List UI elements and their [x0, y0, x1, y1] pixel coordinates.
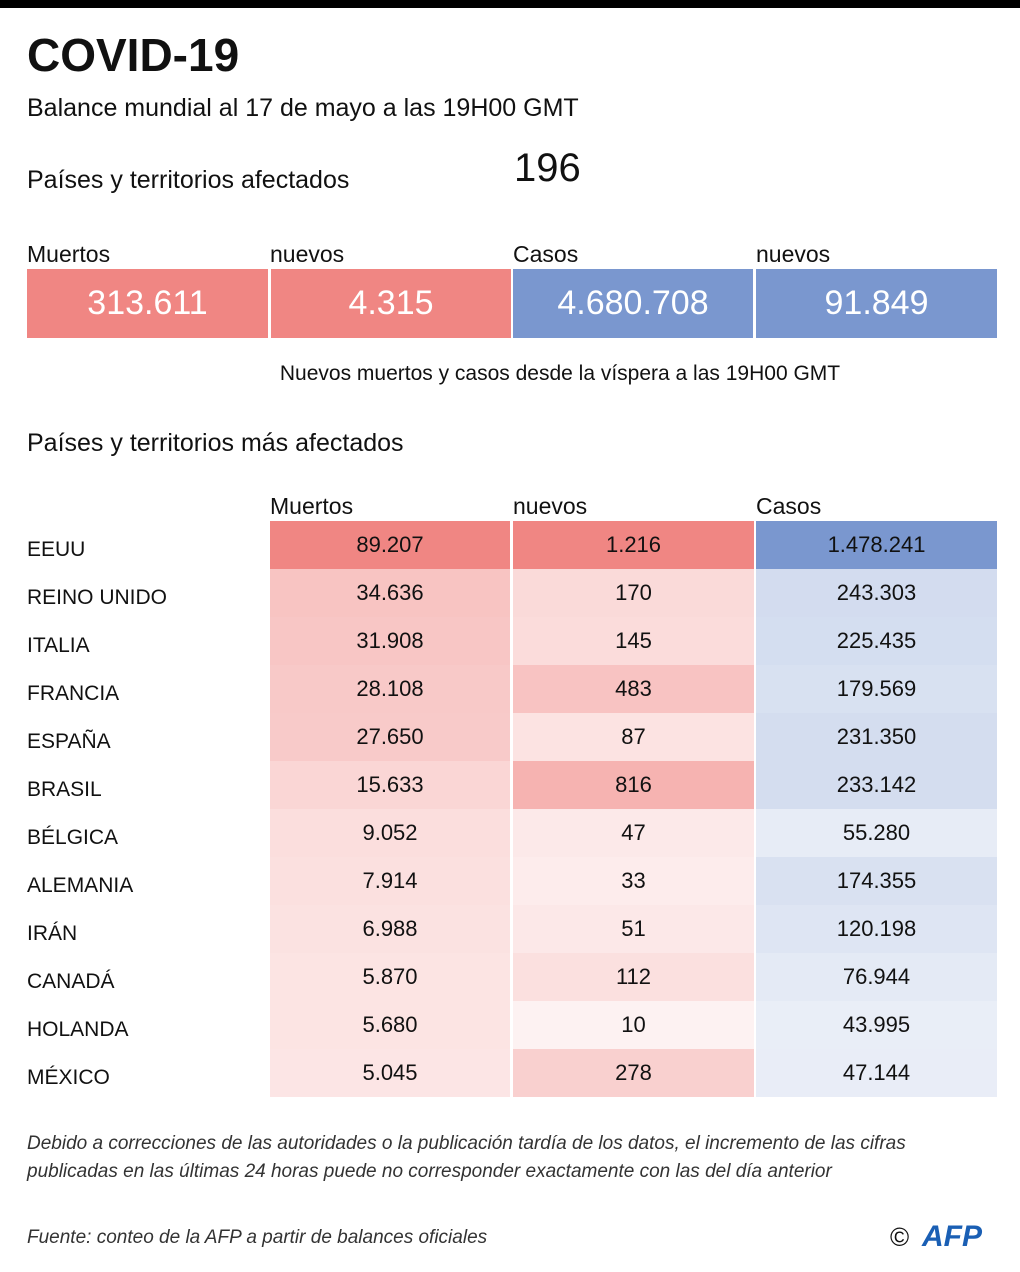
country-label: BÉLGICA	[27, 826, 119, 849]
summary-note: Nuevos muertos y casos desde la víspera …	[279, 362, 841, 385]
table-cell: 1.478.241	[756, 521, 997, 569]
summary-value: 313.611	[27, 269, 268, 338]
summary-value: 4.315	[271, 269, 511, 338]
table-cell: 89.207	[270, 521, 510, 569]
country-label: BRASIL	[27, 778, 102, 801]
copyright: ©	[890, 1222, 910, 1252]
table-cell: 225.435	[756, 617, 997, 665]
table-cell: 174.355	[756, 857, 997, 905]
summary-column-label: Muertos	[27, 241, 111, 267]
affected-value: 196	[514, 146, 581, 190]
table-cell: 87	[513, 713, 754, 761]
footnote: Debido a correcciones de las autoridades…	[27, 1133, 906, 1154]
table-cell: 231.350	[756, 713, 997, 761]
country-label: REINO UNIDO	[27, 586, 168, 609]
table-cell: 7.914	[270, 857, 510, 905]
summary-value: 4.680.708	[513, 269, 753, 338]
afp-logo: AFP	[922, 1220, 982, 1253]
table-title: Países y territorios más afectados	[27, 429, 404, 457]
top-bar	[0, 0, 1020, 8]
summary-column-label: nuevos	[270, 241, 345, 267]
summary-value: 91.849	[756, 269, 997, 338]
table-cell: 10	[513, 1001, 754, 1049]
country-label: ITALIA	[27, 634, 90, 657]
table-cell: 51	[513, 905, 754, 953]
table-cell: 43.995	[756, 1001, 997, 1049]
table-cell: 47.144	[756, 1049, 997, 1097]
table-cell: 31.908	[270, 617, 510, 665]
table-cell: 170	[513, 569, 754, 617]
table-cell: 816	[513, 761, 754, 809]
table-column-label: Casos	[756, 493, 822, 519]
country-label: IRÁN	[27, 922, 78, 945]
table-cell: 120.198	[756, 905, 997, 953]
country-label: HOLANDA	[27, 1018, 129, 1041]
table-cell: 6.988	[270, 905, 510, 953]
source: Fuente: conteo de la AFP a partir de bal…	[27, 1227, 488, 1248]
table-cell: 27.650	[270, 713, 510, 761]
table-cell: 34.636	[270, 569, 510, 617]
table-cell: 5.870	[270, 953, 510, 1001]
table-cell: 9.052	[270, 809, 510, 857]
footnote: publicadas en las últimas 24 horas puede…	[27, 1161, 832, 1182]
table-column-label: nuevos	[513, 493, 588, 519]
table-cell: 243.303	[756, 569, 997, 617]
table-column-label: Muertos	[270, 493, 354, 519]
table-cell: 5.045	[270, 1049, 510, 1097]
table-cell: 483	[513, 665, 754, 713]
country-label: ALEMANIA	[27, 874, 134, 897]
table-cell: 112	[513, 953, 754, 1001]
summary-column-label: Casos	[513, 241, 579, 267]
affected-label: Países y territorios afectados	[27, 166, 350, 194]
table-cell: 28.108	[270, 665, 510, 713]
summary-column-label: nuevos	[756, 241, 831, 267]
country-label: ESPAÑA	[27, 730, 111, 753]
country-label: CANADÁ	[27, 970, 115, 993]
table-cell: 278	[513, 1049, 754, 1097]
table-cell: 145	[513, 617, 754, 665]
country-label: EEUU	[27, 538, 86, 561]
table-cell: 33	[513, 857, 754, 905]
table-cell: 47	[513, 809, 754, 857]
country-label: FRANCIA	[27, 682, 120, 705]
country-label: MÉXICO	[27, 1066, 110, 1089]
table-cell: 179.569	[756, 665, 997, 713]
subtitle: Balance mundial al 17 de mayo a las 19H0…	[27, 94, 579, 122]
table-cell: 1.216	[513, 521, 754, 569]
table-cell: 233.142	[756, 761, 997, 809]
table-cell: 55.280	[756, 809, 997, 857]
table-cell: 76.944	[756, 953, 997, 1001]
table-cell: 15.633	[270, 761, 510, 809]
table-cell: 5.680	[270, 1001, 510, 1049]
title: COVID-19	[27, 29, 240, 81]
